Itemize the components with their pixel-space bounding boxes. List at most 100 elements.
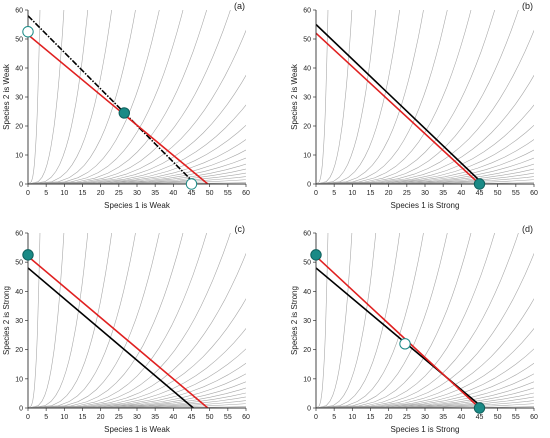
trajectory bbox=[28, 381, 246, 408]
x-tick-label: 60 bbox=[530, 414, 538, 421]
y-tick-label: 50 bbox=[303, 260, 311, 267]
trajectory bbox=[28, 373, 246, 408]
y-tick-label: 60 bbox=[303, 8, 311, 15]
panel-label: (d) bbox=[522, 224, 533, 234]
trajectory bbox=[316, 182, 534, 184]
trajectory bbox=[28, 168, 246, 184]
y-tick-label: 40 bbox=[15, 66, 23, 73]
trajectory bbox=[316, 10, 329, 184]
panel-4: 0 5 10 15 20 25 30 35 40 45 50 55 60 0 10 20 30 40 50 60 Spe… bbox=[290, 224, 538, 434]
y-tick-label: 20 bbox=[15, 124, 23, 131]
trajectory bbox=[316, 233, 495, 408]
trajectory bbox=[28, 233, 160, 408]
trajectory bbox=[316, 10, 400, 184]
nullcline-2 bbox=[316, 255, 481, 408]
trajectory bbox=[316, 233, 424, 408]
trajectory bbox=[316, 168, 534, 184]
trajectory bbox=[316, 392, 534, 408]
x-tick-label: 40 bbox=[169, 190, 177, 197]
x-axis-label: Species 1 is Strong bbox=[391, 201, 460, 210]
x-axis-label: Species 1 is Weak bbox=[104, 201, 171, 210]
y-tick-label: 10 bbox=[303, 153, 311, 160]
x-tick-label: 5 bbox=[332, 414, 336, 421]
x-tick-label: 55 bbox=[224, 190, 232, 197]
trajectory bbox=[28, 104, 246, 184]
x-tick-label: 10 bbox=[60, 414, 68, 421]
x-tick-label: 5 bbox=[44, 190, 48, 197]
trajectory bbox=[28, 233, 184, 408]
nullcline-1 bbox=[316, 23, 484, 184]
trajectory bbox=[316, 327, 534, 408]
y-tick-label: 10 bbox=[15, 153, 23, 160]
x-tick-label: 30 bbox=[421, 414, 429, 421]
y-tick-label: 40 bbox=[303, 66, 311, 73]
axes-frame bbox=[27, 10, 246, 185]
panel-3: 0 5 10 15 20 25 30 35 40 45 50 55 60 0 10 20 30 40 50 60 Spe… bbox=[2, 224, 250, 434]
trajectory bbox=[316, 233, 472, 408]
trajectory bbox=[28, 298, 246, 408]
x-tick-label: 35 bbox=[151, 190, 159, 197]
trajectory bbox=[316, 163, 534, 184]
trajectory bbox=[316, 396, 534, 408]
x-tick-label: 55 bbox=[512, 190, 520, 197]
y-tick-label: 20 bbox=[15, 347, 23, 354]
trajectory bbox=[316, 406, 534, 408]
trajectory bbox=[316, 179, 534, 184]
trajectory bbox=[316, 10, 519, 184]
y-axis-label: Species 2 is Strong bbox=[290, 286, 299, 355]
x-tick-label: 30 bbox=[133, 190, 141, 197]
x-tick-label: 25 bbox=[403, 190, 411, 197]
x-tick-label: 0 bbox=[314, 414, 318, 421]
x-tick-label: 15 bbox=[367, 190, 375, 197]
trajectory bbox=[28, 362, 246, 408]
trajectory bbox=[28, 176, 246, 184]
nullcline-1 bbox=[28, 267, 194, 408]
trajectory bbox=[28, 327, 246, 408]
stable-equilibrium-point bbox=[473, 178, 486, 190]
trajectory bbox=[316, 233, 400, 408]
y-tick-label: 50 bbox=[15, 260, 23, 267]
y-tick-label: 60 bbox=[15, 231, 23, 238]
trajectory bbox=[316, 172, 534, 184]
x-tick-label: 25 bbox=[115, 190, 123, 197]
unstable-equilibrium-point bbox=[399, 338, 411, 350]
y-tick-label: 30 bbox=[15, 95, 23, 102]
trajectory bbox=[28, 157, 246, 184]
x-tick-label: 55 bbox=[224, 414, 232, 421]
trajectory bbox=[28, 233, 207, 408]
axes-frame bbox=[315, 233, 534, 409]
trajectory bbox=[28, 387, 246, 408]
y-axis-label: Species 2 is Weak bbox=[290, 63, 299, 130]
trajectory bbox=[28, 10, 160, 184]
y-tick-label: 0 bbox=[307, 182, 311, 189]
trajectory bbox=[28, 233, 136, 408]
x-tick-label: 10 bbox=[348, 190, 356, 197]
y-axis-label: Species 2 is Weak bbox=[2, 63, 11, 130]
axes-frame bbox=[315, 10, 534, 185]
trajectory bbox=[28, 348, 246, 408]
x-tick-label: 10 bbox=[348, 414, 356, 421]
trajectory bbox=[316, 74, 534, 184]
trajectory bbox=[28, 163, 246, 184]
x-tick-label: 45 bbox=[476, 190, 484, 197]
y-tick-label: 0 bbox=[19, 406, 23, 413]
stable-equilibrium-point bbox=[473, 402, 486, 414]
trajectory bbox=[316, 381, 534, 408]
trajectory bbox=[316, 10, 472, 184]
x-tick-label: 0 bbox=[314, 190, 318, 197]
x-tick-label: 40 bbox=[169, 414, 177, 421]
panel-label: (a) bbox=[234, 1, 245, 11]
trajectory bbox=[28, 10, 184, 184]
y-tick-label: 40 bbox=[15, 289, 23, 296]
y-tick-label: 0 bbox=[307, 406, 311, 413]
trajectory bbox=[28, 392, 246, 408]
trajectory bbox=[316, 10, 424, 184]
trajectory bbox=[28, 10, 231, 184]
x-tick-label: 15 bbox=[367, 414, 375, 421]
stable-equilibrium-point bbox=[310, 249, 322, 261]
y-tick-label: 40 bbox=[303, 289, 311, 296]
trajectory bbox=[28, 149, 246, 184]
trajectory bbox=[28, 400, 246, 408]
x-tick-label: 20 bbox=[97, 190, 105, 197]
x-tick-label: 10 bbox=[60, 190, 68, 197]
